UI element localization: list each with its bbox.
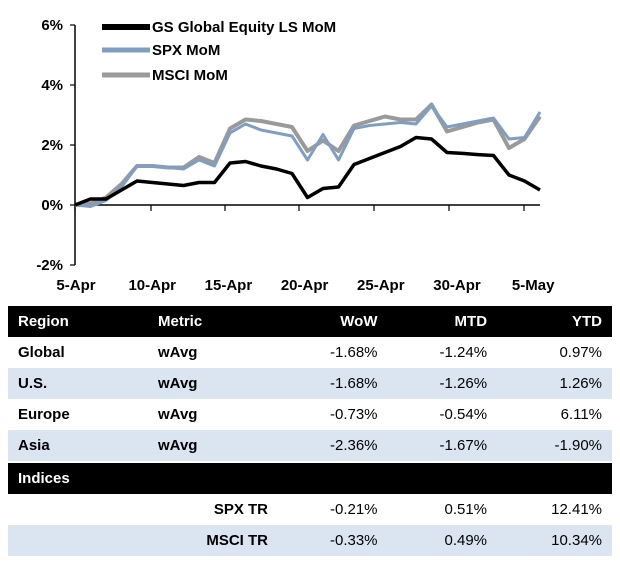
header-region: Region — [8, 306, 148, 337]
metric-cell: wAvg — [148, 399, 278, 430]
wow-cell: -2.36% — [278, 430, 388, 461]
region-cell: U.S. — [8, 368, 148, 399]
region-cell: Asia — [8, 430, 148, 461]
x-tick-label: 30-Apr — [433, 277, 481, 294]
ytd-cell: 0.97% — [497, 337, 612, 368]
metric-cell: wAvg — [148, 368, 278, 399]
table-header-row: Region Metric WoW MTD YTD — [8, 306, 612, 337]
empty-cell — [8, 494, 148, 525]
x-tick-label: 5-May — [512, 277, 555, 294]
mtd-cell: -1.67% — [387, 430, 498, 461]
y-tick-label: 4% — [41, 77, 63, 94]
metric-cell: wAvg — [148, 337, 278, 368]
x-tick-label: 20-Apr — [281, 277, 329, 294]
x-tick-label: 15-Apr — [205, 277, 253, 294]
mtd-cell: -1.24% — [387, 337, 498, 368]
mtd-cell: -1.26% — [387, 368, 498, 399]
header-metric: Metric — [148, 306, 278, 337]
empty-cell — [8, 525, 148, 556]
wow-cell: -1.68% — [278, 368, 388, 399]
legend-label: SPX MoM — [152, 42, 220, 59]
indices-header-row: Indices — [8, 463, 612, 494]
header-ytd: YTD — [497, 306, 612, 337]
ytd-cell: 10.34% — [497, 525, 612, 556]
wow-cell: -1.68% — [278, 337, 388, 368]
index-name-cell: MSCI TR — [148, 525, 278, 556]
indices-header: Indices — [8, 463, 612, 494]
x-tick-label: 5-Apr — [56, 277, 95, 294]
mtd-cell: 0.51% — [387, 494, 498, 525]
y-tick-label: 0% — [41, 197, 63, 214]
performance-table: Region Metric WoW MTD YTD Global wAvg -1… — [8, 306, 612, 556]
wow-cell: -0.33% — [278, 525, 388, 556]
x-tick-label: 25-Apr — [357, 277, 405, 294]
header-wow: WoW — [278, 306, 388, 337]
ytd-cell: 6.11% — [497, 399, 612, 430]
x-tick-label: 10-Apr — [128, 277, 176, 294]
wow-cell: -0.73% — [278, 399, 388, 430]
table-row: Europe wAvg -0.73% -0.54% 6.11% — [8, 399, 612, 430]
wow-cell: -0.21% — [278, 494, 388, 525]
table-row: U.S. wAvg -1.68% -1.26% 1.26% — [8, 368, 612, 399]
metric-cell: wAvg — [148, 430, 278, 461]
y-tick-label: -2% — [36, 257, 63, 274]
legend-label: GS Global Equity LS MoM — [152, 19, 336, 36]
mtd-cell: 0.49% — [387, 525, 498, 556]
chart-series — [74, 102, 542, 208]
series-line-1 — [74, 104, 542, 208]
ytd-cell: 12.41% — [497, 494, 612, 525]
mtd-cell: -0.54% — [387, 399, 498, 430]
header-mtd: MTD — [387, 306, 498, 337]
chart-legend: GS Global Equity LS MoM SPX MoM MSCI MoM — [102, 19, 336, 84]
index-name-cell: SPX TR — [148, 494, 278, 525]
table-row: Global wAvg -1.68% -1.24% 0.97% — [8, 337, 612, 368]
region-cell: Global — [8, 337, 148, 368]
line-chart: 6% 4% 2% 0% -2% 5-Apr 10-Apr 15-Apr 20-Apr 25-Apr… — [36, 17, 555, 294]
table-row: MSCI TR -0.33% 0.49% 10.34% — [8, 525, 612, 556]
table-separator — [8, 461, 612, 463]
ytd-cell: -1.90% — [497, 430, 612, 461]
series-line-0 — [74, 135, 541, 207]
table-row: SPX TR -0.21% 0.51% 12.41% — [8, 494, 612, 525]
region-cell: Europe — [8, 399, 148, 430]
ytd-cell: 1.26% — [497, 368, 612, 399]
legend-label: MSCI MoM — [152, 67, 228, 84]
table-row: Asia wAvg -2.36% -1.67% -1.90% — [8, 430, 612, 461]
y-tick-label: 2% — [41, 137, 63, 154]
y-tick-label: 6% — [41, 17, 63, 34]
chart-axes: 6% 4% 2% 0% -2% 5-Apr 10-Apr 15-Apr 20-Apr 25-Apr… — [36, 17, 555, 294]
